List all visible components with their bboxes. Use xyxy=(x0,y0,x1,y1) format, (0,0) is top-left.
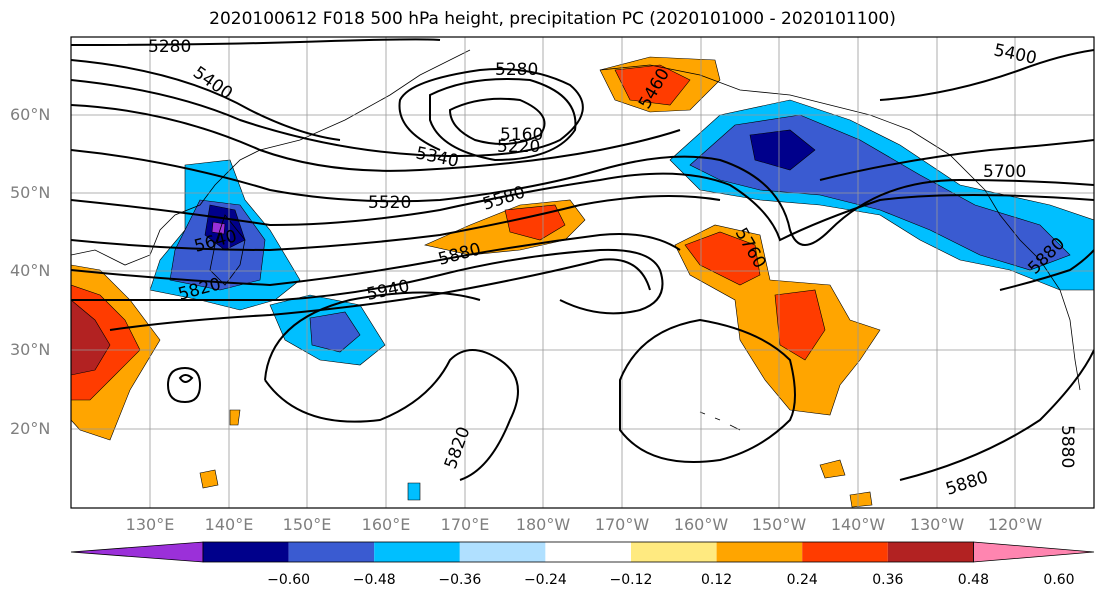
lat-label: 60°N xyxy=(10,105,51,124)
contour-line xyxy=(879,49,1094,101)
colorbar-arrow-right xyxy=(973,541,1095,563)
contour-line xyxy=(71,195,721,252)
lat-label: 40°N xyxy=(10,261,51,280)
contour-line xyxy=(429,78,577,162)
precip-negative-region xyxy=(309,311,361,353)
precip-positive-region xyxy=(684,231,761,286)
contour-line xyxy=(619,318,796,463)
contour-line xyxy=(71,68,584,157)
precip-positive-region xyxy=(504,204,566,241)
contour-line xyxy=(899,349,1094,481)
colorbar-segment xyxy=(887,542,974,562)
colorbar-segment xyxy=(288,542,375,562)
colorbar-segment xyxy=(631,542,717,562)
contour-line xyxy=(819,139,1094,181)
contour-line xyxy=(166,366,202,404)
contour-line xyxy=(71,172,1094,242)
lon-label: 120°W xyxy=(987,515,1043,534)
contour-line xyxy=(178,374,194,383)
lon-label: 170°W xyxy=(594,515,650,534)
lon-label: 160°W xyxy=(673,515,729,534)
contour-line xyxy=(109,258,651,331)
colorbar-tick-label: 0.60 xyxy=(1043,572,1075,588)
precip-positive-region xyxy=(229,409,241,426)
contour-label: 5340 xyxy=(414,143,460,172)
colorbar-segment xyxy=(716,542,803,562)
contour-line xyxy=(448,97,546,145)
lon-label: 140°E xyxy=(204,515,254,534)
lon-label: 160°E xyxy=(361,515,411,534)
colorbar-tick-label: 0.24 xyxy=(786,572,818,588)
colorbar-tick-label: −0.24 xyxy=(523,572,567,588)
contour-label: 5520 xyxy=(368,193,411,213)
contour-label: 5880 xyxy=(1057,425,1077,468)
colorbar-tick-label: 0.36 xyxy=(872,572,904,588)
lat-label: 30°N xyxy=(10,340,51,359)
contour-line xyxy=(71,38,441,46)
lon-label: 170°E xyxy=(440,515,490,534)
contour-label: 5220 xyxy=(497,137,540,157)
colorbar-segment xyxy=(459,542,546,562)
contour-line xyxy=(71,59,341,141)
colorbar-segment xyxy=(802,542,888,562)
contour-label: 5700 xyxy=(983,162,1026,182)
colorbar-tick-label: −0.60 xyxy=(267,572,311,588)
colorbar-segment xyxy=(374,542,460,562)
lon-label: 130°W xyxy=(909,515,965,534)
precip-positive-region xyxy=(819,459,846,479)
precip-shading xyxy=(71,56,1094,508)
contour-label: 5400 xyxy=(992,40,1038,69)
colorbar-tick-label: −0.12 xyxy=(609,572,653,588)
precip-positive-region xyxy=(71,299,111,376)
precip-negative-region xyxy=(749,129,816,171)
precip-positive-region xyxy=(199,469,219,489)
map-frame xyxy=(70,36,1095,509)
lon-label: 150°W xyxy=(751,515,807,534)
contour-label: 5280 xyxy=(148,37,191,57)
map-panel: 5280 5400 5280 5400 5160 5220 5340 5520 … xyxy=(71,37,1094,508)
contour-label: 5280 xyxy=(495,60,538,80)
contour-label: 5880 xyxy=(943,467,990,499)
colorbar-tick-label: −0.48 xyxy=(352,572,396,588)
lon-label: 140°W xyxy=(830,515,886,534)
colorbar-border xyxy=(202,541,974,563)
coastline-hawaii xyxy=(699,411,741,431)
colorbar-arrow-left xyxy=(70,541,204,563)
height-contours xyxy=(71,38,1094,481)
precip-negative-region xyxy=(169,199,266,291)
lon-label: 130°E xyxy=(125,515,175,534)
colorbar-segment xyxy=(545,542,631,562)
precip-negative-region xyxy=(407,482,421,501)
lat-label: 50°N xyxy=(10,183,51,202)
contour-label: 5940 xyxy=(365,276,411,305)
contour-label: 5820 xyxy=(441,424,475,471)
colorbar xyxy=(70,541,1095,563)
contour-line xyxy=(71,104,681,172)
contour-line xyxy=(71,149,1094,246)
contour-line xyxy=(71,233,681,287)
lon-label: 150°E xyxy=(282,515,332,534)
contour-label: 5160 xyxy=(500,125,543,145)
colorbar-tick-label: 0.12 xyxy=(701,572,733,588)
lat-label: 20°N xyxy=(10,419,51,438)
colorbar-tick-label: 0.48 xyxy=(957,572,989,588)
contour-line xyxy=(264,349,519,481)
map-title: 2020100612 F018 500 hPa height, precipit… xyxy=(209,9,896,29)
coastline-japan xyxy=(209,214,246,286)
colorbar-segment xyxy=(203,542,289,562)
contour-line xyxy=(999,249,1094,291)
lon-label: 180°W xyxy=(515,515,571,534)
coastline-asia xyxy=(71,49,471,266)
precip-positive-region xyxy=(849,491,873,508)
contour-line xyxy=(71,248,664,315)
colorbar-tick-label: −0.36 xyxy=(438,572,482,588)
contour-line xyxy=(264,291,481,381)
